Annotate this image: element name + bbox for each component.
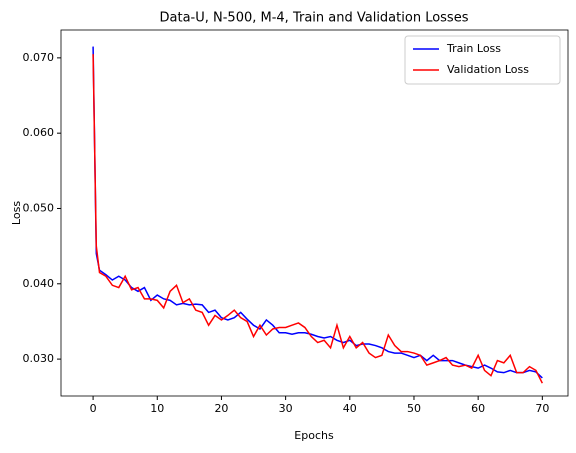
x-axis-label: Epochs: [294, 429, 334, 442]
y-tick-label: 0.060: [23, 126, 55, 139]
y-tick-label: 0.050: [23, 201, 55, 214]
x-tick-label: 40: [343, 402, 357, 415]
chart-title: Data-U, N-500, M-4, Train and Validation…: [160, 11, 469, 26]
series-line: [92, 46, 543, 379]
series-line: [92, 54, 543, 384]
x-tick-label: 60: [471, 402, 485, 415]
y-tick-label: 0.040: [23, 277, 55, 290]
x-tick-label: 50: [407, 402, 421, 415]
legend-box: [404, 35, 561, 85]
x-tick-label: 30: [279, 402, 293, 415]
legend-label: Validation Loss: [447, 63, 529, 76]
y-tick-label: 0.030: [23, 352, 55, 365]
plot-frame: [60, 29, 569, 397]
x-tick-label: 70: [535, 402, 549, 415]
x-tick-label: 0: [90, 402, 97, 415]
y-axis-label: Loss: [10, 201, 23, 225]
legend-label: Train Loss: [446, 42, 501, 55]
x-tick-label: 10: [150, 402, 164, 415]
y-tick-label: 0.070: [23, 51, 55, 64]
x-tick-label: 20: [214, 402, 228, 415]
